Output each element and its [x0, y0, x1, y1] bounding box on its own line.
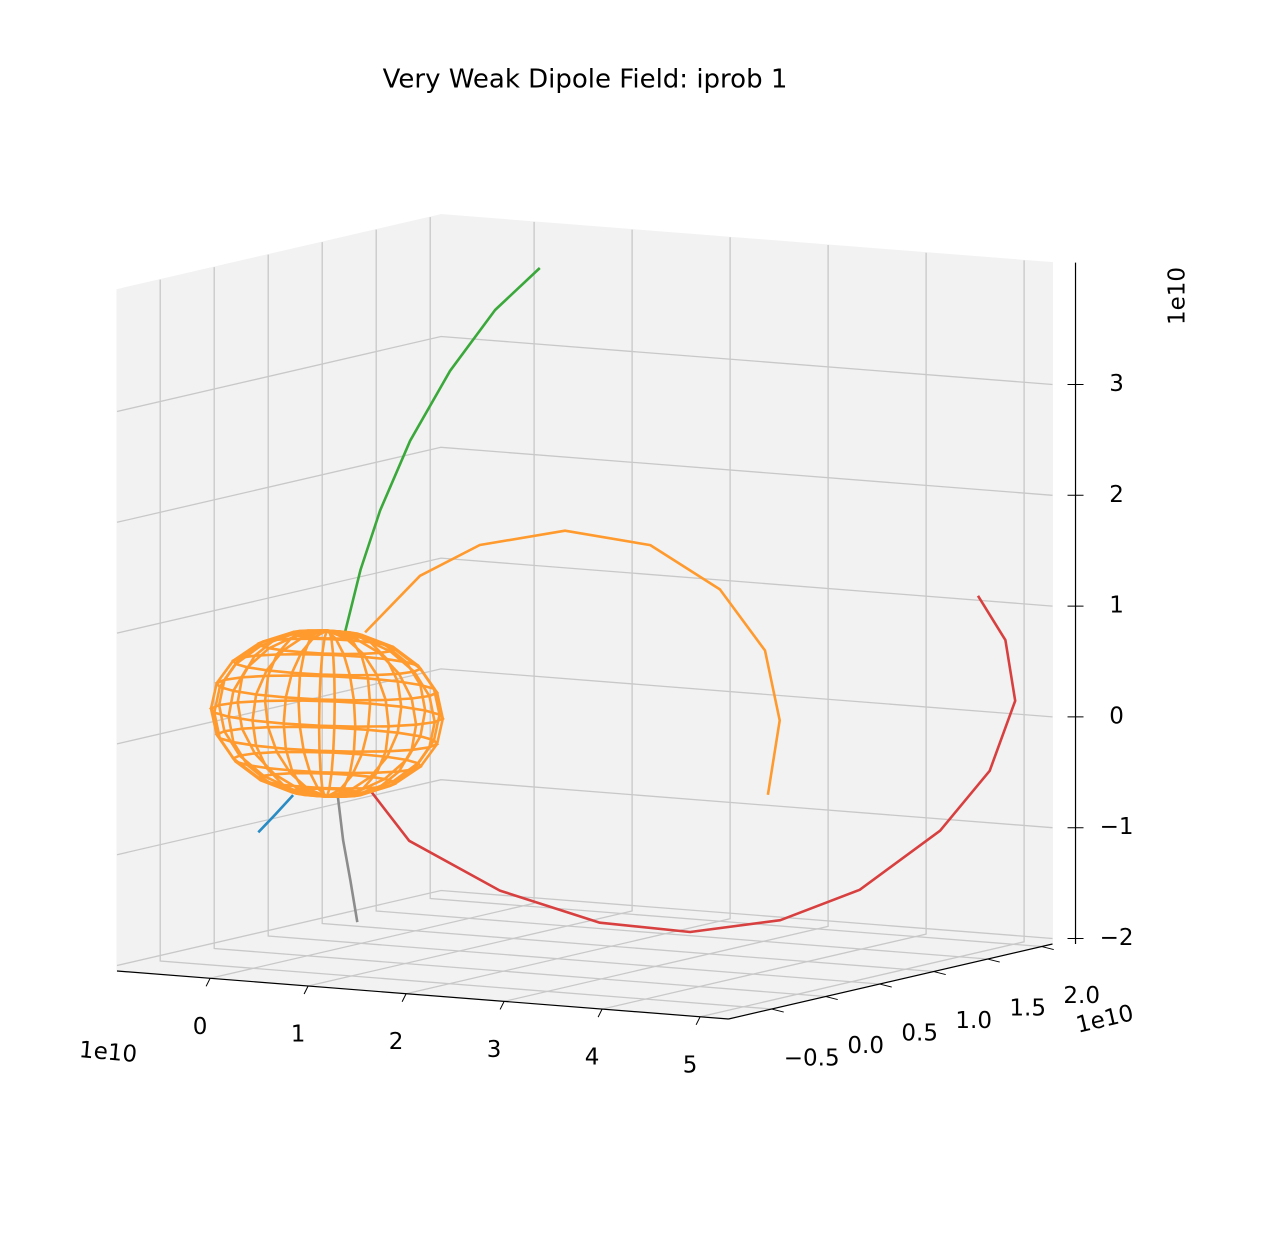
y-tick-label: −0.5	[784, 1046, 840, 1072]
trajectory	[336, 795, 359, 923]
grid-line	[307, 229, 633, 987]
z-tick-label: 0	[1109, 703, 1124, 729]
y-tick-label: 1.0	[955, 1008, 992, 1034]
pane	[440, 214, 1053, 945]
grid-line	[116, 889, 1053, 967]
x-tick-label: 0	[193, 1014, 208, 1040]
sphere-wire	[231, 750, 423, 775]
z-tick-label: −1	[1100, 814, 1134, 840]
y-tick-label: 0.0	[847, 1033, 884, 1059]
x-tick-label: 2	[389, 1029, 404, 1055]
tick-mark	[879, 983, 892, 988]
chart-title: Very Weak Dipole Field: iprob 1	[383, 65, 788, 95]
y-tick-label: 2.0	[1063, 983, 1100, 1009]
tick-mark	[205, 978, 211, 987]
sphere-wire	[208, 699, 445, 729]
z-tick-label: 1	[1109, 593, 1124, 619]
y-axis	[728, 943, 1053, 1020]
x-offset-label: 1e10	[78, 1037, 138, 1068]
grid-line	[159, 279, 772, 1010]
grid-line	[116, 446, 1053, 523]
tick-mark	[499, 1001, 505, 1010]
x-tick-label: 3	[487, 1037, 502, 1063]
z-tick-label: −2	[1100, 925, 1134, 951]
grid-line	[267, 254, 880, 985]
grid-line	[375, 229, 988, 960]
y-tick-label: 1.5	[1009, 996, 1046, 1022]
grid-line	[116, 779, 1053, 856]
x-tick-label: 4	[585, 1045, 600, 1071]
y-tick-label: 0.5	[901, 1021, 938, 1047]
grid-line	[116, 668, 1053, 745]
sphere-wire	[214, 725, 440, 754]
z-tick-label: 2	[1109, 482, 1124, 508]
tick-mark	[695, 1016, 701, 1026]
grid-line	[116, 335, 1053, 413]
grid-line	[405, 237, 731, 995]
grid-line	[209, 221, 535, 979]
x-axis	[116, 970, 729, 1020]
grid-line	[429, 217, 1042, 948]
trajectory	[343, 267, 541, 633]
grid-line	[321, 242, 934, 973]
x-tick-label: 5	[683, 1052, 698, 1078]
z-offset-label: 1e10	[1165, 267, 1191, 325]
grid-line	[116, 557, 1053, 634]
tick-mark	[401, 993, 407, 1002]
trajectory	[364, 529, 782, 796]
pane	[116, 213, 442, 972]
sphere-wire	[231, 652, 423, 677]
grid-line	[601, 252, 927, 1010]
tick-mark	[987, 958, 1000, 963]
grid-line	[503, 245, 829, 1003]
sphere-wire	[288, 787, 365, 799]
tick-mark	[303, 985, 309, 995]
tick-mark	[1041, 946, 1054, 951]
grid-line	[213, 267, 826, 998]
tick-mark	[597, 1008, 603, 1018]
x-tick-label: 1	[291, 1022, 306, 1048]
tick-mark	[933, 971, 946, 976]
tick-mark	[771, 1008, 784, 1013]
sphere-wire	[214, 674, 440, 702]
trajectory	[257, 794, 295, 834]
z-tick-label: 3	[1109, 371, 1124, 397]
trajectory	[368, 595, 1017, 934]
grid-line	[699, 260, 1025, 1018]
tick-mark	[825, 996, 838, 1001]
